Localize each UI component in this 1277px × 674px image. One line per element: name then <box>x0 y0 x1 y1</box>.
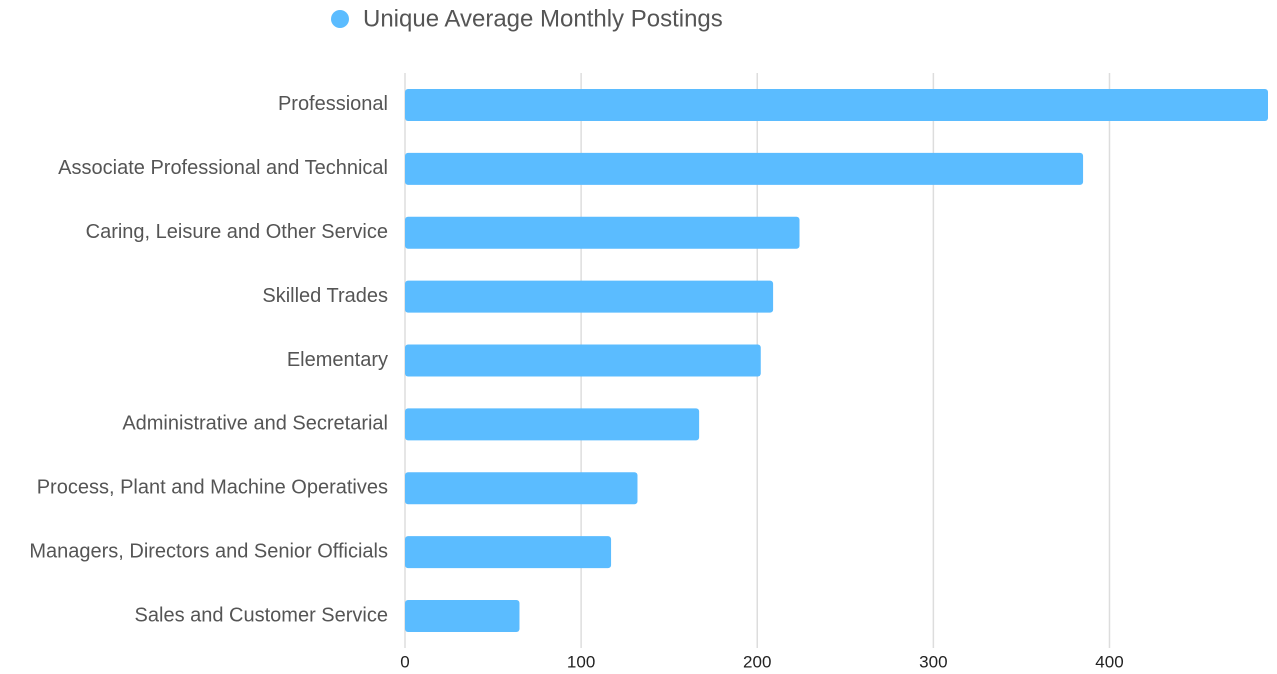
bar <box>405 216 800 249</box>
y-tick-label: Administrative and Secretarial <box>122 413 388 435</box>
y-tick-label: Process, Plant and Machine Operatives <box>37 477 388 499</box>
x-tick-label: 100 <box>567 652 595 671</box>
legend-marker <box>331 10 349 28</box>
bar <box>405 344 761 377</box>
bar <box>405 472 638 505</box>
y-tick-label: Professional <box>278 93 388 115</box>
bar <box>405 88 1268 121</box>
y-tick-label: Elementary <box>287 349 388 371</box>
bar <box>405 280 774 313</box>
legend-label: Unique Average Monthly Postings <box>363 5 723 32</box>
y-tick-label: Caring, Leisure and Other Service <box>86 221 388 243</box>
x-tick-label: 300 <box>919 652 947 671</box>
x-tick-label: 200 <box>743 652 771 671</box>
bar <box>405 408 700 441</box>
x-tick-label: 400 <box>1095 652 1123 671</box>
x-tick-label: 0 <box>400 652 409 671</box>
y-tick-label: Managers, Directors and Senior Officials <box>29 540 388 562</box>
bar <box>405 152 1084 185</box>
y-tick-label: Sales and Customer Service <box>135 604 388 626</box>
bar <box>405 600 520 633</box>
y-tick-label: Skilled Trades <box>262 285 388 307</box>
y-tick-label: Associate Professional and Technical <box>58 157 388 179</box>
bar <box>405 536 612 569</box>
